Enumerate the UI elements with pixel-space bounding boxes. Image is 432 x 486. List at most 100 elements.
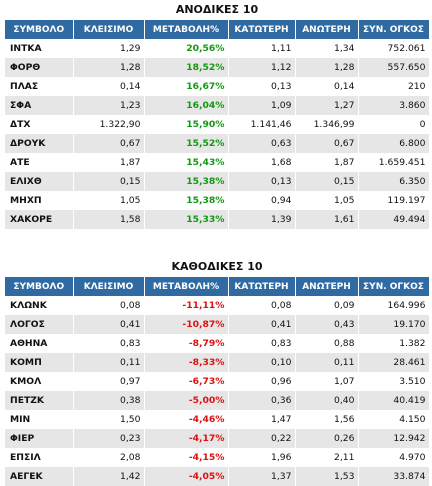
symbol-cell[interactable]: ΚΜΟΛ <box>5 372 74 391</box>
close-cell: 1,58 <box>73 210 145 229</box>
symbol-cell[interactable]: ΠΕΤΖΚ <box>5 391 74 410</box>
volume-cell: 557.650 <box>358 58 430 77</box>
table-row[interactable]: ΠΕΤΖΚ 0,38 -5,00% 0,36 0,40 40.419 <box>5 391 430 410</box>
change-cell: 15,38% <box>144 191 229 210</box>
volume-cell: 19.170 <box>358 315 430 334</box>
symbol-cell[interactable]: ΦΟΡΘ <box>5 58 74 77</box>
close-cell: 0,14 <box>73 77 145 96</box>
losers-header-row: ΣΥΜΒΟΛΟ ΚΛΕΙΣΙΜΟ ΜΕΤΑΒΟΛΗ% ΚΑΤΩΤΕΡΗ ΑΝΩΤ… <box>5 277 430 296</box>
column-header-change: ΜΕΤΑΒΟΛΗ% <box>144 20 229 39</box>
table-row[interactable]: ΠΛΑΣ 0,14 16,67% 0,13 0,14 210 <box>5 77 430 96</box>
change-cell: 15,33% <box>144 210 229 229</box>
table-row[interactable]: ΦΙΕΡ 0,23 -4,17% 0,22 0,26 12.942 <box>5 429 430 448</box>
high-cell: 0,11 <box>295 353 359 372</box>
gainers-body: ΙΝΤΚΑ 1,29 20,56% 1,11 1,34 752.061 ΦΟΡΘ 1,28 18… <box>5 39 430 229</box>
gainers-table: ΣΥΜΒΟΛΟ ΚΛΕΙΣΙΜΟ ΜΕΤΑΒΟΛΗ% ΚΑΤΩΤΕΡΗ ΑΝΩΤ… <box>5 20 430 229</box>
low-cell: 0,94 <box>228 191 296 210</box>
table-row[interactable]: ΜΙΝ 1,50 -4,46% 1,47 1,56 4.150 <box>5 410 430 429</box>
change-cell: 15,43% <box>144 153 229 172</box>
high-cell: 1,34 <box>295 39 359 58</box>
low-cell: 1.141,46 <box>228 115 296 134</box>
table-row[interactable]: ΣΦΑ 1,23 16,04% 1,09 1,27 3.860 <box>5 96 430 115</box>
change-cell: -10,87% <box>144 315 229 334</box>
high-cell: 1,27 <box>295 96 359 115</box>
symbol-cell[interactable]: ΙΝΤΚΑ <box>5 39 74 58</box>
symbol-cell[interactable]: ΔΤΧ <box>5 115 74 134</box>
table-row[interactable]: ΜΗΧΠ 1,05 15,38% 0,94 1,05 119.197 <box>5 191 430 210</box>
low-cell: 1,96 <box>228 448 296 467</box>
table-row[interactable]: ΕΠΣΙΛ 2,08 -4,15% 1,96 2,11 4.970 <box>5 448 430 467</box>
high-cell: 1,05 <box>295 191 359 210</box>
table-row[interactable]: ΧΑΚΟΡΕ 1,58 15,33% 1,39 1,61 49.494 <box>5 210 430 229</box>
table-row[interactable]: ΑΕΓΕΚ 1,42 -4,05% 1,37 1,53 33.874 <box>5 467 430 486</box>
symbol-cell[interactable]: ΧΑΚΟΡΕ <box>5 210 74 229</box>
volume-cell: 6.350 <box>358 172 430 191</box>
table-row[interactable]: ΙΝΤΚΑ 1,29 20,56% 1,11 1,34 752.061 <box>5 39 430 58</box>
volume-cell: 6.800 <box>358 134 430 153</box>
losers-table: ΣΥΜΒΟΛΟ ΚΛΕΙΣΙΜΟ ΜΕΤΑΒΟΛΗ% ΚΑΤΩΤΕΡΗ ΑΝΩΤ… <box>5 277 430 486</box>
symbol-cell[interactable]: ΕΛΙΧΘ <box>5 172 74 191</box>
table-row[interactable]: ΛΟΓΟΣ 0,41 -10,87% 0,41 0,43 19.170 <box>5 315 430 334</box>
change-cell: 16,67% <box>144 77 229 96</box>
low-cell: 1,09 <box>228 96 296 115</box>
volume-cell: 1.659.451 <box>358 153 430 172</box>
change-cell: 15,38% <box>144 172 229 191</box>
table-row[interactable]: ΚΟΜΠ 0,11 -8,33% 0,10 0,11 28.461 <box>5 353 430 372</box>
symbol-cell[interactable]: ΕΠΣΙΛ <box>5 448 74 467</box>
losers-title: ΚΑΘΟΔΙΚΕΣ 10 <box>171 260 263 273</box>
change-cell: -4,46% <box>144 410 229 429</box>
table-row[interactable]: ΚΛΩΝΚ 0,08 -11,11% 0,08 0,09 164.996 <box>5 296 430 315</box>
symbol-cell[interactable]: ΦΙΕΡ <box>5 429 74 448</box>
table-row[interactable]: ΦΟΡΘ 1,28 18,52% 1,12 1,28 557.650 <box>5 58 430 77</box>
table-row[interactable]: ΚΜΟΛ 0,97 -6,73% 0,96 1,07 3.510 <box>5 372 430 391</box>
low-cell: 0,08 <box>228 296 296 315</box>
volume-cell: 119.197 <box>358 191 430 210</box>
table-row[interactable]: ΔΡΟΥΚ 0,67 15,52% 0,63 0,67 6.800 <box>5 134 430 153</box>
losers-body: ΚΛΩΝΚ 0,08 -11,11% 0,08 0,09 164.996 ΛΟΓΟΣ 0,41… <box>5 296 430 486</box>
close-cell: 0,11 <box>73 353 145 372</box>
table-row[interactable]: ΑΤΕ 1,87 15,43% 1,68 1,87 1.659.451 <box>5 153 430 172</box>
column-header-close: ΚΛΕΙΣΙΜΟ <box>73 20 145 39</box>
symbol-cell[interactable]: ΑΤΕ <box>5 153 74 172</box>
symbol-cell[interactable]: ΑΘΗΝΑ <box>5 334 74 353</box>
change-cell: -4,17% <box>144 429 229 448</box>
symbol-cell[interactable]: ΑΕΓΕΚ <box>5 467 74 486</box>
close-cell: 0,67 <box>73 134 145 153</box>
high-cell: 1,61 <box>295 210 359 229</box>
symbol-cell[interactable]: ΜΙΝ <box>5 410 74 429</box>
gainers-title: ΑΝΟΔΙΚΕΣ 10 <box>175 3 259 16</box>
low-cell: 0,41 <box>228 315 296 334</box>
table-row[interactable]: ΑΘΗΝΑ 0,83 -8,79% 0,83 0,88 1.382 <box>5 334 430 353</box>
volume-cell: 3.860 <box>358 96 430 115</box>
high-cell: 1,28 <box>295 58 359 77</box>
close-cell: 1,42 <box>73 467 145 486</box>
close-cell: 0,83 <box>73 334 145 353</box>
table-row[interactable]: ΕΛΙΧΘ 0,15 15,38% 0,13 0,15 6.350 <box>5 172 430 191</box>
gainers-header-row: ΣΥΜΒΟΛΟ ΚΛΕΙΣΙΜΟ ΜΕΤΑΒΟΛΗ% ΚΑΤΩΤΕΡΗ ΑΝΩΤ… <box>5 20 430 39</box>
column-header-close: ΚΛΕΙΣΙΜΟ <box>73 277 145 296</box>
symbol-cell[interactable]: ΔΡΟΥΚ <box>5 134 74 153</box>
symbol-cell[interactable]: ΚΟΜΠ <box>5 353 74 372</box>
symbol-cell[interactable]: ΜΗΧΠ <box>5 191 74 210</box>
volume-cell: 0 <box>358 115 430 134</box>
close-cell: 0,97 <box>73 372 145 391</box>
close-cell: 1,29 <box>73 39 145 58</box>
close-cell: 1,50 <box>73 410 145 429</box>
low-cell: 1,68 <box>228 153 296 172</box>
symbol-cell[interactable]: ΛΟΓΟΣ <box>5 315 74 334</box>
symbol-cell[interactable]: ΠΛΑΣ <box>5 77 74 96</box>
symbol-cell[interactable]: ΚΛΩΝΚ <box>5 296 74 315</box>
high-cell: 1.346,99 <box>295 115 359 134</box>
volume-cell: 49.494 <box>358 210 430 229</box>
low-cell: 1,47 <box>228 410 296 429</box>
column-header-low: ΚΑΤΩΤΕΡΗ <box>228 20 296 39</box>
close-cell: 0,23 <box>73 429 145 448</box>
table-row[interactable]: ΔΤΧ 1.322,90 15,90% 1.141,46 1.346,99 0 <box>5 115 430 134</box>
low-cell: 0,10 <box>228 353 296 372</box>
low-cell: 0,96 <box>228 372 296 391</box>
low-cell: 1,37 <box>228 467 296 486</box>
change-cell: -4,15% <box>144 448 229 467</box>
symbol-cell[interactable]: ΣΦΑ <box>5 96 74 115</box>
column-header-high: ΑΝΩΤΕΡΗ <box>295 277 359 296</box>
close-cell: 0,38 <box>73 391 145 410</box>
